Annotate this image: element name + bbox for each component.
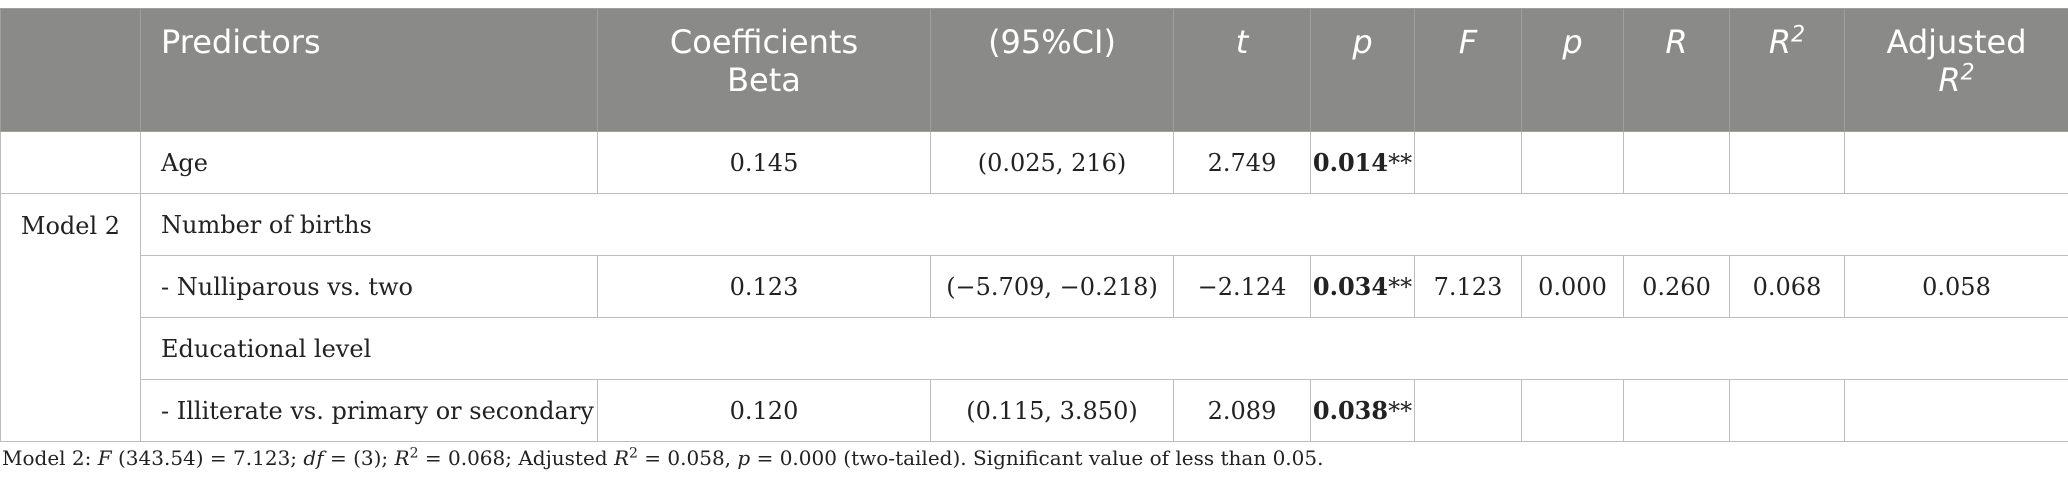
beta-cell: 0.120 xyxy=(597,379,931,442)
header-adj-line1: Adjusted xyxy=(1886,23,2027,61)
beta-cell: 0.123 xyxy=(597,255,931,318)
header-p: p xyxy=(1310,8,1415,132)
p-value: 0.034 xyxy=(1312,272,1389,301)
ci-cell: (−5.709, −0.218) xyxy=(930,255,1174,318)
footnote-adjr2-sup: 2 xyxy=(629,445,638,462)
header-t: t xyxy=(1173,8,1311,132)
f-cell xyxy=(1414,379,1522,442)
header-r-squared: R2 xyxy=(1729,8,1845,132)
header-coef-line2: Beta xyxy=(727,61,801,99)
footnote-adjr2-value: = 0.058, xyxy=(637,446,738,470)
footnote-f-symbol: F xyxy=(97,446,112,470)
header-predictors: Predictors xyxy=(140,8,598,132)
model-label: Model 2 xyxy=(0,193,141,442)
table-body: Age 0.145 (0.025, 216) 2.749 0.014** Mod… xyxy=(0,131,2068,442)
row-label: Age xyxy=(140,131,598,194)
f-cell xyxy=(1414,131,1522,194)
regression-table: Predictors Coefficients Beta (95%CI) t p… xyxy=(0,8,2068,442)
adjr2-cell: 0.058 xyxy=(1844,255,2068,318)
p-stars: ** xyxy=(1388,273,1413,301)
table-footnote: Model 2: F (343.54) = 7.123; df = (3); R… xyxy=(2,446,1323,470)
footnote-model: Model 2: xyxy=(2,446,98,470)
ci-cell: (0.115, 3.850) xyxy=(930,379,1174,442)
footnote-f-args: (343.54) = 7.123; xyxy=(111,446,304,470)
table-header: Predictors Coefficients Beta (95%CI) t p… xyxy=(0,8,2068,132)
footnote-p-value: = 0.000 (two-tailed). Significant value … xyxy=(750,446,1324,470)
footnote-r2-symbol: R xyxy=(394,446,410,470)
header-ci: (95%CI) xyxy=(930,8,1174,132)
table-row: Educational level xyxy=(1,317,2068,380)
p-stars: ** xyxy=(1388,149,1413,177)
header-blank-cell xyxy=(0,8,141,132)
p-model-cell xyxy=(1521,379,1624,442)
footnote-r2-value: = 0.068; Adjusted xyxy=(418,446,614,470)
header-r: R xyxy=(1623,8,1730,132)
p-cell: 0.014** xyxy=(1310,131,1415,194)
table-row: - Nulliparous vs. two 0.123 (−5.709, −0.… xyxy=(1,255,2068,318)
p-value: 0.038 xyxy=(1312,396,1389,425)
beta-cell: 0.145 xyxy=(597,131,931,194)
f-cell: 7.123 xyxy=(1414,255,1522,318)
footnote-r2-sup: 2 xyxy=(409,445,419,462)
row-label: - Illiterate vs. primary or secondary xyxy=(140,379,598,442)
p-model-cell xyxy=(1521,131,1624,194)
header-coefficients-beta: Coefficients Beta xyxy=(597,8,931,132)
footnote-df-value: = (3); xyxy=(323,446,395,470)
row-label: Educational level xyxy=(140,317,2068,380)
table-row: Age 0.145 (0.025, 216) 2.749 0.014** xyxy=(0,131,2068,194)
adjr2-cell xyxy=(1844,131,2068,194)
r-cell xyxy=(1623,131,1730,194)
header-p-model: p xyxy=(1521,8,1624,132)
header-coef-line1: Coefficients xyxy=(669,23,859,61)
header-r2-base: R xyxy=(1768,23,1792,61)
p-cell: 0.034** xyxy=(1310,255,1415,318)
p-stars: ** xyxy=(1388,397,1413,425)
table-row: - Illiterate vs. primary or secondary 0.… xyxy=(1,379,2068,442)
table-row: Model 2 Number of births xyxy=(0,193,2068,442)
row-label: - Nulliparous vs. two xyxy=(140,255,598,318)
header-adjr2-base: R xyxy=(1938,61,1961,99)
t-cell: 2.749 xyxy=(1173,131,1311,194)
footnote-p-symbol: p xyxy=(737,446,751,470)
header-adjusted-r-squared: Adjusted R2 xyxy=(1844,8,2068,132)
r2-cell xyxy=(1729,131,1845,194)
footnote-adjr2-symbol: R xyxy=(613,446,630,470)
p-value: 0.014 xyxy=(1312,148,1389,177)
model-spacer-cell xyxy=(0,131,141,194)
p-model-cell: 0.000 xyxy=(1521,255,1624,318)
ci-cell: (0.025, 216) xyxy=(930,131,1174,194)
header-adjr2-sup: 2 xyxy=(1960,60,1975,86)
p-cell: 0.038** xyxy=(1310,379,1415,442)
r-cell xyxy=(1623,379,1730,442)
r-cell: 0.260 xyxy=(1623,255,1730,318)
r2-cell: 0.068 xyxy=(1729,255,1845,318)
header-r2-sup: 2 xyxy=(1791,22,1806,48)
t-cell: 2.089 xyxy=(1173,379,1311,442)
row-label: Number of births xyxy=(140,193,2068,256)
footnote-df-symbol: df xyxy=(303,446,324,470)
t-cell: −2.124 xyxy=(1173,255,1311,318)
header-f: F xyxy=(1414,8,1522,132)
r2-cell xyxy=(1729,379,1845,442)
adjr2-cell xyxy=(1844,379,2068,442)
